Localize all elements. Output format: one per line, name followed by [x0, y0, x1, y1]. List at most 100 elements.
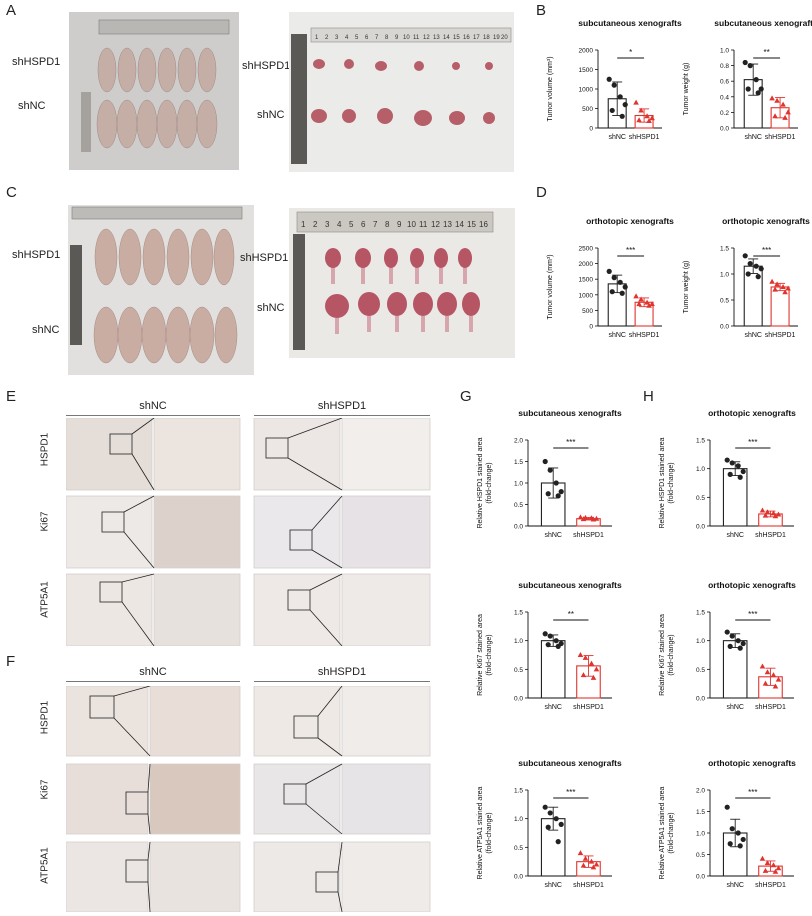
- y-tick-label: 500: [582, 106, 593, 113]
- significance-label: ***: [748, 438, 757, 447]
- mice-photo-subcutaneous: [69, 12, 239, 170]
- significance-label: ***: [566, 788, 575, 797]
- chart-title: subcutaneous xenografts: [714, 18, 812, 28]
- data-point-shhspd1: [590, 674, 597, 680]
- x-tick-label: shHSPD1: [755, 532, 786, 539]
- data-point-shnc: [747, 261, 753, 267]
- data-point-shnc: [737, 474, 743, 480]
- svg-text:14: 14: [443, 35, 450, 41]
- x-tick-label: shHSPD1: [573, 882, 604, 889]
- y-tick-label: 0.0: [514, 874, 523, 881]
- data-point-shnc: [547, 467, 553, 473]
- data-point-shnc: [609, 107, 615, 114]
- label-shhspd1-c2: shHSPD1: [240, 252, 289, 264]
- data-point-shhspd1: [577, 850, 584, 856]
- svg-text:18: 18: [483, 35, 490, 41]
- data-point-shnc: [753, 77, 759, 83]
- y-axis-label: (fold-change): [486, 812, 493, 853]
- significance-label: **: [568, 610, 574, 619]
- data-point-shhspd1: [772, 683, 779, 689]
- data-point-shnc: [735, 463, 741, 469]
- y-tick-label: 1.5: [720, 246, 729, 253]
- svg-text:16: 16: [463, 35, 470, 41]
- chart-title: orthotopic xenografts: [708, 758, 796, 768]
- data-point-shnc: [545, 491, 551, 497]
- data-point-shnc: [753, 263, 759, 269]
- chart-d-tumor-weight: orthotopic xenografts 0.0 0.5 1.0 1.5 Tumor w…: [683, 216, 810, 339]
- x-tick-label: shHSPD1: [765, 134, 796, 141]
- y-tick-label: 1.0: [696, 466, 705, 473]
- x-tick-label: shNC: [744, 134, 762, 141]
- ihc-e-divider-shnc: [66, 415, 240, 416]
- x-tick-label: shNC: [544, 882, 562, 889]
- ihc-grid-orthotopic: [66, 686, 431, 912]
- svg-text:3: 3: [325, 220, 330, 229]
- chart-title: subcutaneous xenografts: [578, 18, 682, 28]
- data-point-shhspd1: [638, 296, 644, 302]
- data-point-shnc: [542, 458, 548, 465]
- data-point-shnc: [742, 253, 748, 259]
- data-point-shnc: [555, 493, 561, 499]
- svg-text:20: 20: [501, 35, 508, 41]
- y-axis-label: Relative Ki67 stained area: [659, 614, 666, 696]
- data-point-shhspd1: [759, 855, 766, 861]
- svg-text:3: 3: [335, 35, 339, 41]
- data-point-shnc: [740, 836, 746, 843]
- label-shnc-a2: shNC: [257, 109, 285, 121]
- ihc-e-row-atp5a1: ATP5A1: [39, 581, 51, 618]
- significance-label: *: [629, 48, 632, 57]
- svg-text:6: 6: [361, 220, 366, 229]
- y-tick-label: 0.4: [720, 94, 729, 101]
- svg-text:1: 1: [315, 35, 319, 41]
- x-tick-label: shHSPD1: [573, 532, 604, 539]
- svg-text:7: 7: [373, 220, 378, 229]
- svg-text:9: 9: [397, 220, 402, 229]
- data-point-shhspd1: [762, 680, 769, 686]
- y-tick-label: 0.8: [720, 63, 729, 70]
- ihc-e-row-ki67: Ki67: [39, 511, 51, 532]
- data-point-shnc: [606, 268, 612, 274]
- svg-text:9: 9: [395, 35, 399, 41]
- svg-text:10: 10: [407, 220, 416, 229]
- y-axis-label: (fold-change): [668, 462, 675, 503]
- y-tick-label: 1.0: [514, 816, 523, 823]
- svg-text:14: 14: [455, 220, 464, 229]
- data-point-shhspd1: [775, 676, 782, 682]
- data-point-shhspd1: [580, 516, 587, 522]
- y-axis-label: Tumor volume (mm³): [547, 56, 554, 121]
- svg-text:8: 8: [385, 35, 389, 41]
- data-point-shhspd1: [638, 107, 644, 113]
- svg-text:13: 13: [433, 35, 440, 41]
- svg-text:13: 13: [443, 220, 452, 229]
- x-tick-label: shHSPD1: [755, 882, 786, 889]
- data-point-shhspd1: [774, 97, 780, 103]
- y-axis-label: (fold-change): [668, 812, 675, 853]
- ihc-f-row-atp5a1: ATP5A1: [39, 847, 51, 884]
- data-point-shnc: [542, 804, 548, 810]
- ihc-e-header-shnc: shNC: [139, 400, 167, 412]
- data-point-shnc: [553, 816, 559, 822]
- ihc-e-divider-shhspd1: [254, 415, 430, 416]
- y-tick-label: 0.0: [696, 874, 705, 881]
- data-point-shhspd1: [636, 117, 642, 123]
- data-point-shhspd1: [764, 509, 771, 515]
- data-point-shnc: [555, 839, 561, 845]
- y-tick-label: 1.0: [720, 272, 729, 279]
- data-point-shnc: [745, 271, 751, 277]
- data-point-shhspd1: [772, 868, 779, 874]
- data-point-shnc: [622, 102, 628, 108]
- data-point-shhspd1: [577, 652, 584, 657]
- y-tick-label: 1.5: [514, 459, 523, 466]
- x-tick-label: shNC: [726, 532, 744, 539]
- data-point-shnc: [742, 59, 748, 66]
- x-tick-label: shHSPD1: [755, 704, 786, 711]
- data-point-shhspd1: [646, 302, 652, 308]
- data-point-shnc: [617, 279, 623, 285]
- data-point-shnc: [609, 289, 615, 295]
- data-point-shhspd1: [785, 285, 791, 291]
- y-tick-label: 0.5: [696, 852, 705, 859]
- data-point-shnc: [737, 843, 743, 849]
- data-point-shhspd1: [764, 669, 771, 675]
- data-point-shnc: [619, 113, 625, 119]
